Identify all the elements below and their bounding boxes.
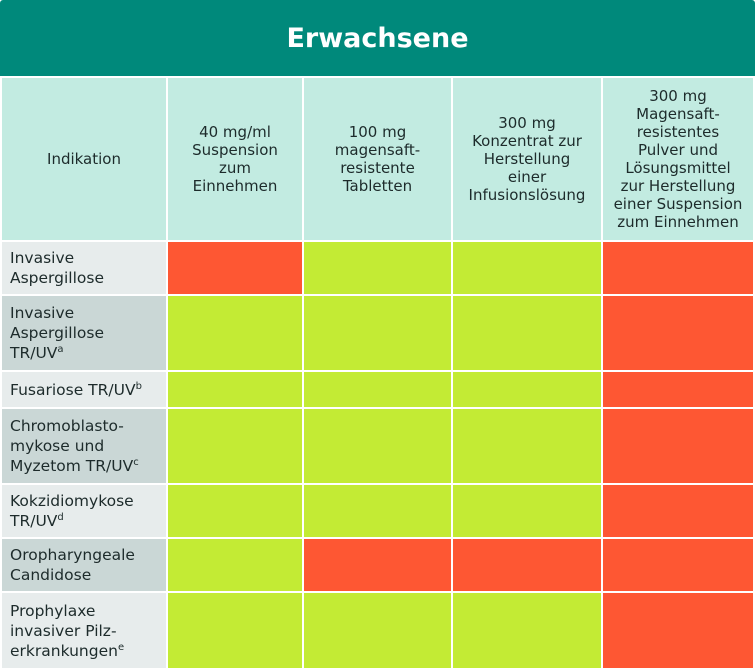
footnote-marker: e bbox=[117, 641, 125, 653]
indication-label: Invasive Aspergillose bbox=[2, 242, 166, 294]
indication-label: Kokzidiomykose TR/UVd bbox=[2, 485, 166, 537]
status-cell-green bbox=[304, 593, 451, 668]
indication-text: Oropharyngeale Candidose bbox=[10, 546, 135, 584]
status-cell-green bbox=[453, 242, 601, 294]
footnote-marker: a bbox=[57, 343, 64, 355]
table-row: Fusariose TR/UVb bbox=[2, 372, 753, 407]
status-cell-green bbox=[168, 485, 302, 537]
indication-label: Prophylaxe invasiver Pilz- erkrankungene bbox=[2, 593, 166, 668]
status-cell-red bbox=[603, 485, 753, 537]
status-cell-red bbox=[603, 296, 753, 370]
footnote-marker: c bbox=[133, 456, 139, 468]
indication-text: Invasive Aspergillose TR/UV bbox=[10, 304, 105, 362]
status-cell-green bbox=[453, 409, 601, 483]
header-row: Indikation 40 mg/ml Suspension zum Einne… bbox=[2, 78, 753, 240]
status-cell-green bbox=[304, 485, 451, 537]
status-cell-red bbox=[603, 372, 753, 407]
indication-text: Kokzidiomykose TR/UV bbox=[10, 492, 134, 530]
table-title: Erwachsene bbox=[0, 0, 755, 76]
indication-text: Chromoblasto- mykose und Myzetom TR/UV bbox=[10, 417, 134, 475]
table-row: Invasive Aspergillose bbox=[2, 242, 753, 294]
indication-label: Chromoblasto- mykose und Myzetom TR/UVc bbox=[2, 409, 166, 483]
status-cell-red bbox=[304, 539, 451, 591]
status-cell-green bbox=[304, 242, 451, 294]
status-cell-green bbox=[304, 372, 451, 407]
status-cell-green bbox=[168, 409, 302, 483]
status-cell-red bbox=[603, 409, 753, 483]
status-cell-green bbox=[304, 296, 451, 370]
table-row: Kokzidiomykose TR/UVd bbox=[2, 485, 753, 537]
table-row: Prophylaxe invasiver Pilz- erkrankungene bbox=[2, 593, 753, 668]
footnote-marker: b bbox=[135, 380, 142, 392]
indication-label: Oropharyngeale Candidose bbox=[2, 539, 166, 591]
status-cell-green bbox=[453, 372, 601, 407]
status-cell-green bbox=[168, 296, 302, 370]
table-row: Chromoblasto- mykose und Myzetom TR/UVc bbox=[2, 409, 753, 483]
status-cell-green bbox=[304, 409, 451, 483]
status-cell-green bbox=[168, 539, 302, 591]
indication-label: Invasive Aspergillose TR/UVa bbox=[2, 296, 166, 370]
indication-label: Fusariose TR/UVb bbox=[2, 372, 166, 407]
status-cell-green bbox=[453, 485, 601, 537]
status-cell-green bbox=[168, 372, 302, 407]
indication-text: Invasive Aspergillose bbox=[10, 249, 105, 287]
column-header-infusion: 300 mg Konzentrat zur Herstellung einer … bbox=[453, 78, 601, 240]
table-row: Invasive Aspergillose TR/UVa bbox=[2, 296, 753, 370]
table-row: Oropharyngeale Candidose bbox=[2, 539, 753, 591]
column-header-tablets: 100 mg magensaft- resistente Tabletten bbox=[304, 78, 451, 240]
column-header-indication: Indikation bbox=[2, 78, 166, 240]
status-cell-green bbox=[453, 593, 601, 668]
status-cell-green bbox=[453, 296, 601, 370]
indication-table: Indikation 40 mg/ml Suspension zum Einne… bbox=[0, 76, 755, 670]
status-cell-red bbox=[603, 242, 753, 294]
indication-text: Prophylaxe invasiver Pilz- erkrankungen bbox=[10, 601, 118, 660]
status-cell-red bbox=[168, 242, 302, 294]
footnote-marker: d bbox=[57, 511, 64, 523]
status-cell-green bbox=[168, 593, 302, 668]
status-cell-red bbox=[603, 539, 753, 591]
indication-text: Fusariose TR/UV bbox=[10, 380, 136, 399]
status-cell-red bbox=[453, 539, 601, 591]
status-cell-red bbox=[603, 593, 753, 668]
column-header-suspension: 40 mg/ml Suspension zum Einnehmen bbox=[168, 78, 302, 240]
column-header-powder: 300 mg Magensaft- resistentes Pulver und… bbox=[603, 78, 753, 240]
